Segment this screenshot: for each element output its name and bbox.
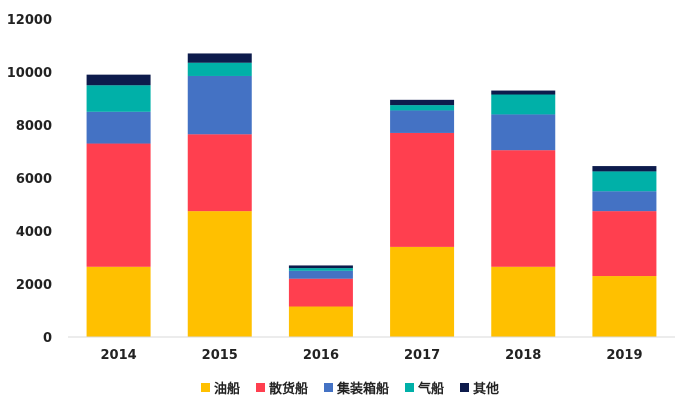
x-tick-label: 2014 [100,348,136,363]
bar-segment [288,278,353,307]
legend-swatch [200,383,210,392]
legend-swatch [323,383,333,392]
x-tick-label: 2016 [303,348,339,363]
bar-segment [86,143,151,267]
x-axis: 2014 2015 2016 2017 2018 2019 [100,348,642,363]
legend: 油船 散货船 集装箱船 气船 其他 [0,378,700,397]
y-tick-label: 6000 [16,172,52,187]
bar-segment [592,276,657,337]
bar-segment [491,94,556,115]
bar-segment [592,171,657,192]
bar-segment [390,105,455,111]
bar-segment [187,134,252,212]
bar-segment [187,62,252,76]
legend-label: 其他 [473,382,500,397]
bar-segment [390,99,455,106]
legend-swatch [460,383,470,392]
y-axis: 0 2000 4000 6000 8000 10000 12000 [7,13,52,346]
bar-segment [592,211,657,277]
bar-segment [187,53,252,63]
bar-segment [187,211,252,337]
legend-item: 散货船 [255,378,308,397]
bar-segment [288,268,353,271]
y-tick-label: 0 [43,331,52,346]
legend-label: 集装箱船 [336,382,389,397]
bar-segment [288,270,353,279]
y-tick-label: 8000 [16,119,52,134]
bar-segment [86,74,151,86]
y-tick-label: 4000 [16,225,52,240]
bar-segment [491,114,556,151]
x-tick-label: 2018 [505,348,541,363]
bar-segment [86,266,151,337]
bar-segment [390,132,455,247]
y-tick-label: 2000 [16,278,52,293]
bar-segment [390,110,455,133]
legend-label: 散货船 [268,382,308,397]
y-tick-label: 12000 [7,13,52,28]
bars [86,53,657,337]
bar-segment [592,166,657,172]
legend-label: 气船 [418,382,445,397]
bar-segment [86,111,151,144]
bar-segment [288,306,353,337]
x-tick-label: 2015 [202,348,238,363]
legend-item: 油船 [200,378,240,397]
legend-label: 油船 [213,382,240,397]
bar-segment [491,150,556,267]
legend-item: 其他 [460,378,499,397]
legend-item: 集装箱船 [323,378,389,397]
x-tick-label: 2019 [606,348,642,363]
x-tick-label: 2017 [404,348,440,363]
bar-segment [390,246,455,337]
legend-swatch [255,383,265,392]
legend-item: 气船 [405,378,444,397]
y-tick-label: 10000 [7,66,52,81]
bar-segment [491,90,556,95]
bar-segment [288,265,353,269]
bar-segment [187,75,252,135]
bar-segment [86,85,151,112]
bar-segment [592,191,657,212]
legend-swatch [405,383,414,392]
bar-segment [491,266,556,337]
